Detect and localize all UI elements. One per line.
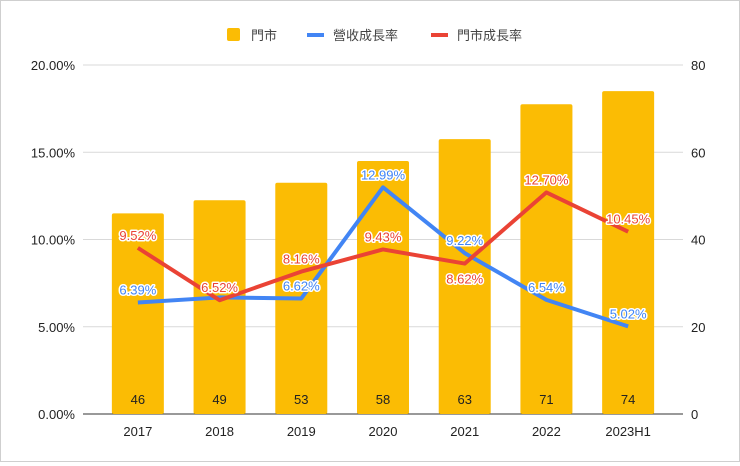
line-value-label: 8.16% <box>283 252 320 267</box>
right-tick-label: 0 <box>691 407 698 422</box>
bar <box>520 104 573 414</box>
right-tick-label: 40 <box>691 233 705 248</box>
x-tick-label: 2023H1 <box>605 424 651 439</box>
bar <box>357 160 409 414</box>
x-tick-label: 2018 <box>205 424 234 439</box>
right-tick-label: 20 <box>691 320 705 335</box>
line-value-label: 9.43% <box>365 229 402 244</box>
series-line <box>137 185 629 329</box>
series-line <box>136 190 630 303</box>
line-value-label: 8.62% <box>446 272 483 287</box>
line-value-label: 12.99% <box>361 167 406 182</box>
x-tick-label: 2019 <box>287 424 316 439</box>
x-tick-label: 2021 <box>450 424 479 439</box>
bar <box>111 213 164 414</box>
left-tick-label: 20.00% <box>31 58 76 73</box>
bar-value-label: 49 <box>212 392 226 407</box>
bar-value-label: 58 <box>376 392 390 407</box>
x-tick-label: 2017 <box>123 424 152 439</box>
line-value-label: 9.52% <box>119 228 156 243</box>
bar-value-label: 63 <box>457 392 471 407</box>
line-value-label: 5.02% <box>610 306 647 321</box>
x-tick-label: 2022 <box>532 424 561 439</box>
bar <box>193 200 246 414</box>
right-tick-label: 60 <box>691 145 705 160</box>
legend-label: 門市成長率 <box>457 28 522 43</box>
line-value-label: 6.52% <box>201 280 238 295</box>
left-tick-label: 10.00% <box>31 233 76 248</box>
line-value-label: 6.54% <box>528 280 565 295</box>
x-tick-label: 2020 <box>369 424 398 439</box>
legend-swatch-line <box>307 33 324 37</box>
legend-swatch-line <box>431 33 448 37</box>
line-value-label: 10.45% <box>606 212 651 227</box>
bar <box>438 139 491 414</box>
bar-value-label: 71 <box>539 392 553 407</box>
line-value-label: 9.22% <box>446 233 483 248</box>
line-value-label: 6.62% <box>283 278 320 293</box>
legend-label: 門市 <box>251 28 277 43</box>
legend-swatch-bar <box>227 28 240 41</box>
right-tick-label: 80 <box>691 58 705 73</box>
line-value-label: 6.39% <box>119 282 156 297</box>
bar <box>602 91 655 415</box>
left-tick-label: 5.00% <box>38 320 75 335</box>
bar-value-label: 74 <box>621 392 635 407</box>
bar-value-label: 53 <box>294 392 308 407</box>
line-value-label: 12.70% <box>524 172 569 187</box>
left-tick-label: 0.00% <box>38 407 75 422</box>
left-tick-label: 15.00% <box>31 145 76 160</box>
bar-value-label: 46 <box>131 392 145 407</box>
legend-label: 營收成長率 <box>333 28 398 43</box>
